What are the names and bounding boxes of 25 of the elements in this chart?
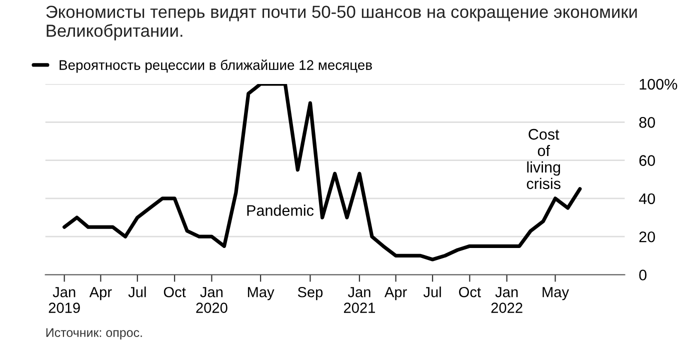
- x-tick-label: Jan 2019: [48, 287, 80, 313]
- y-tick-label: 100%: [640, 78, 678, 90]
- x-tick-label: Jul: [128, 286, 146, 298]
- annotation: Cost of living crisis: [526, 128, 560, 190]
- x-tick-label: May: [542, 287, 570, 300]
- chart-title: Экономисты теперь видят почти 50-50 шансов на сокращение экономики Великобритании.: [46, 6, 637, 40]
- x-tick-label: May: [248, 287, 274, 300]
- x-tick-label: Sep: [298, 286, 323, 300]
- y-tick-label: 20: [639, 231, 655, 242]
- x-tick-label: Apr: [384, 287, 407, 300]
- x-tick-label: Jan 2022: [491, 287, 522, 313]
- x-tick-label: Oct: [164, 286, 186, 298]
- x-tick-label: Jan 2021: [344, 287, 375, 313]
- x-tick-label: Jan 2020: [196, 287, 228, 313]
- annotation: Pandemic: [247, 204, 314, 216]
- x-tick-label: Oct: [459, 286, 481, 298]
- text: Источник: опрос.: [46, 328, 142, 340]
- legend-label: Вероятность рецессии в ближайшие 12 месяцев: [60, 60, 372, 73]
- y-tick-label: 0: [639, 270, 646, 280]
- x-tick-label: Apr: [89, 287, 112, 300]
- y-tick-label: 80: [639, 117, 655, 128]
- y-tick-label: 40: [638, 193, 655, 204]
- y-tick-label: 60: [639, 155, 655, 166]
- x-tick-label: Jul: [423, 286, 441, 298]
- line-series: [62, 84, 582, 262]
